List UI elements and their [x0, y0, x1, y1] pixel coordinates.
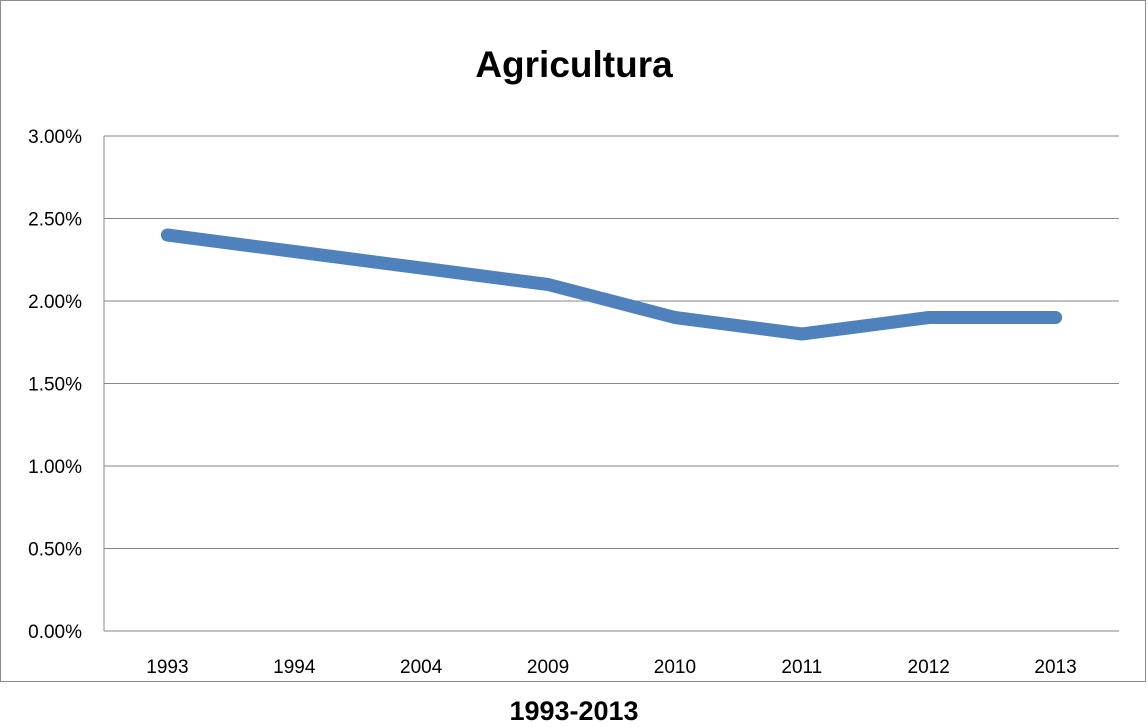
x-tick-label: 1994	[273, 657, 316, 678]
x-tick-label: 2013	[1034, 657, 1076, 678]
y-tick-label: 2.50%	[28, 210, 82, 231]
x-tick-label: 1993	[146, 657, 188, 678]
data-point	[801, 334, 802, 335]
y-tick-label: 1.50%	[28, 375, 82, 396]
chart-frame	[0, 0, 1146, 682]
y-tick-label: 1.00%	[28, 457, 82, 478]
data-point	[1055, 317, 1056, 318]
x-axis-title: 1993-2013	[509, 696, 639, 726]
y-tick-label: 2.00%	[28, 292, 82, 313]
data-point	[548, 284, 549, 285]
chart-title: Agricultura	[475, 44, 673, 85]
y-tick-label: 0.50%	[28, 540, 82, 561]
x-tick-label: 2011	[781, 657, 822, 678]
series-line	[160, 228, 1063, 341]
data-point	[167, 235, 168, 236]
data-point	[674, 317, 675, 318]
x-tick-label: 2012	[908, 657, 950, 678]
data-point	[421, 268, 422, 269]
data-point	[294, 251, 295, 252]
y-tick-label: 0.00%	[28, 622, 82, 643]
x-tick-label: 2009	[527, 657, 569, 678]
line-chart: 0.00% 0.50% 1.00% 1.50% 2.00% 2.50% 3.00% 1993 1…	[28, 127, 1119, 678]
x-tick-label: 2010	[654, 657, 696, 678]
y-tick-label: 3.00%	[28, 127, 82, 148]
data-point	[928, 317, 929, 318]
x-tick-label: 2004	[400, 657, 443, 678]
